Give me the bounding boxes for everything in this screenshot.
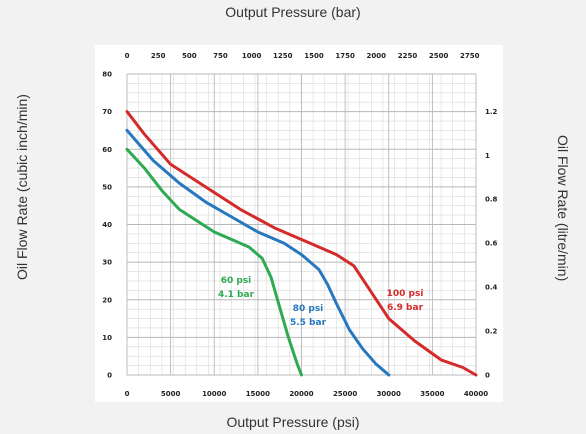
- x-top-tick-label: 750: [213, 52, 228, 60]
- series-label-bar: 6.9 bar: [387, 303, 424, 313]
- series-label-psi: 100 psi: [387, 289, 424, 299]
- y-left-tick-label: 30: [102, 259, 112, 267]
- y-right-tick-label: 1: [485, 152, 490, 160]
- y-left-tick-label: 40: [102, 221, 112, 229]
- y-left-tick-label: 70: [102, 108, 112, 116]
- x-top-tick-label: 2000: [367, 52, 387, 60]
- y-right-tick-label: 1.2: [485, 108, 498, 116]
- series-line: [125, 128, 391, 377]
- series-label-bar: 5.5 bar: [290, 318, 327, 328]
- series-label-psi: 60 psi: [221, 276, 252, 286]
- x-bottom-axis-title: Output Pressure (psi): [226, 414, 360, 430]
- series-label-psi: 80 psi: [293, 304, 324, 314]
- series-label-bar: 4.1 bar: [218, 290, 255, 300]
- x-top-tick-label: 250: [151, 52, 166, 60]
- series-line: [125, 147, 303, 377]
- x-bottom-tick-label: 30000: [377, 390, 401, 398]
- x-top-tick-label: 1000: [242, 52, 262, 60]
- series-lines: [125, 110, 478, 377]
- y-right-tick-label: 0: [485, 372, 490, 380]
- y-left-tick-label: 20: [102, 296, 112, 304]
- y-left-tick-label: 50: [102, 183, 112, 191]
- x-top-tick-label: 0: [125, 52, 130, 60]
- x-top-tick-label: 1250: [273, 52, 293, 60]
- y-left-tick-label: 80: [102, 71, 112, 79]
- y-right-tick-label: 0.4: [485, 284, 498, 292]
- series-line: [125, 110, 478, 377]
- x-bottom-tick-label: 40000: [464, 390, 488, 398]
- x-bottom-tick-label: 35000: [420, 390, 444, 398]
- y-left-tick-label: 10: [102, 334, 112, 342]
- y-left-tick-label: 0: [107, 372, 112, 380]
- y-right-tick-label: 0.8: [485, 196, 498, 204]
- x-top-tick-label: 2750: [460, 52, 480, 60]
- y-right-tick-label: 0.6: [485, 240, 498, 248]
- x-top-tick-label: 2250: [398, 52, 418, 60]
- x-bottom-tick-label: 0: [125, 390, 130, 398]
- x-bottom-tick-label: 20000: [289, 390, 313, 398]
- x-top-tick-label: 1750: [335, 52, 355, 60]
- x-bottom-tick-label: 5000: [161, 390, 181, 398]
- tick-labels: 0 5000 10000 15000 20000 25000 30000 35000 40000…: [102, 52, 497, 398]
- x-bottom-tick-label: 15000: [246, 390, 270, 398]
- y-right-tick-label: 0.2: [485, 328, 498, 336]
- x-bottom-tick-label: 25000: [333, 390, 357, 398]
- y-left-tick-label: 60: [102, 146, 112, 154]
- plot-background: [95, 45, 503, 402]
- series-labels: 60 psi 4.1 bar 80 psi 5.5 bar 100 psi 6.9 bar: [218, 276, 424, 328]
- x-top-tick-label: 1500: [304, 52, 324, 60]
- x-top-axis-title: Output Pressure (bar): [225, 4, 361, 20]
- x-top-tick-label: 500: [182, 52, 197, 60]
- x-bottom-tick-label: 10000: [202, 390, 226, 398]
- x-top-tick-label: 2500: [429, 52, 449, 60]
